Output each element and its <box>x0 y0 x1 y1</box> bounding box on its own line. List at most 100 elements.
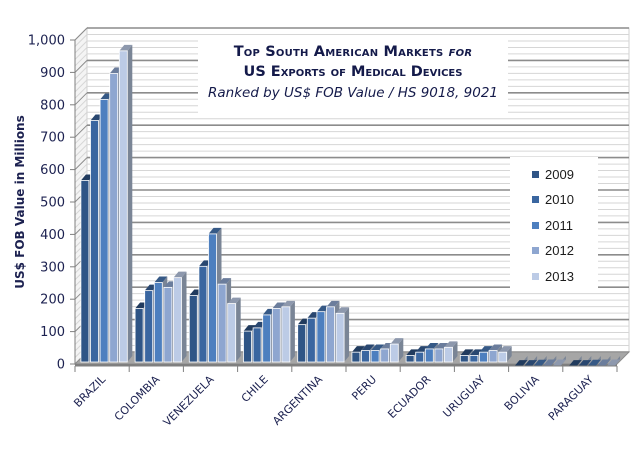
bar-front <box>498 351 508 363</box>
bar-top <box>281 300 295 307</box>
bar-cluster-uruguay <box>459 344 512 363</box>
bar <box>227 297 241 363</box>
bar <box>498 346 512 363</box>
bar-cluster-ecuador <box>405 341 458 363</box>
bar-top <box>218 278 232 285</box>
side-gridline <box>74 79 88 93</box>
bar-front <box>306 317 316 363</box>
bars <box>80 44 621 367</box>
chart-title-line2: US Exports of Medical Devices <box>243 64 463 80</box>
bar <box>607 356 621 366</box>
bar-front <box>316 311 326 363</box>
side-gridline <box>74 73 88 86</box>
legend: 2009 2010 2011 2012 2013 <box>510 157 598 289</box>
bar <box>568 356 582 367</box>
side-gridline <box>74 163 88 177</box>
bar-side <box>181 271 187 362</box>
side-gridline <box>74 124 88 138</box>
bar-top <box>208 227 222 234</box>
bar-front <box>415 351 425 363</box>
bar-cluster-argentina <box>297 300 350 363</box>
bar-front <box>252 327 262 363</box>
x-tick-label: ARGENTINA <box>270 373 325 428</box>
legend-item: 2009 <box>532 165 574 183</box>
side-gridline <box>74 92 88 106</box>
bar-side <box>506 346 512 362</box>
y-tick-label: 800 <box>40 98 65 113</box>
legend-item: 2013 <box>532 267 574 285</box>
bar <box>524 356 538 367</box>
bar-front <box>424 348 434 363</box>
legend-swatch <box>532 247 539 254</box>
x-tick-label: VENEZUELA <box>161 373 217 429</box>
y-tick-label: 700 <box>40 131 65 146</box>
x-tick-label: CHILE <box>239 373 271 405</box>
bar-cluster-paraguay <box>568 356 621 367</box>
bar-top <box>336 307 350 314</box>
legend-label: 2011 <box>545 217 573 233</box>
bar-front <box>109 73 119 363</box>
bar-top <box>351 346 365 353</box>
legend-label: 2009 <box>545 166 574 182</box>
side-gridline <box>74 118 88 132</box>
side-gridline <box>74 111 88 125</box>
side-gridline <box>74 66 88 80</box>
bar-top <box>498 346 512 353</box>
bar-cluster-chile <box>243 300 295 363</box>
bar-front <box>281 306 291 363</box>
bar-cluster-brazil <box>80 44 133 363</box>
bar-front <box>262 314 272 363</box>
floor-edge <box>75 364 617 366</box>
bar-front <box>380 348 390 363</box>
x-tick-label: BRAZIL <box>71 372 109 410</box>
bar-front <box>173 277 182 363</box>
bar <box>597 356 611 366</box>
bar-top <box>406 349 420 356</box>
y-tick-label: 1,000 <box>28 34 65 49</box>
bar <box>587 356 601 366</box>
x-tick-label: URUGUAY <box>440 373 487 420</box>
bar-front <box>217 283 227 363</box>
bar-front <box>227 303 237 363</box>
bar-top <box>415 346 429 353</box>
bar-front <box>297 324 307 363</box>
bar-top <box>607 359 621 366</box>
x-tick-label: COLOMBIA <box>112 373 163 424</box>
bar-top <box>479 346 493 353</box>
bar <box>281 300 295 363</box>
x-tick-label: ECUADOR <box>385 373 433 421</box>
bar <box>335 307 350 363</box>
side-gridline <box>74 150 88 164</box>
chart-title-box: Top South American Markets for US Export… <box>198 38 508 116</box>
chart-subtitle: Ranked by US$ FOB Value / HS 9018, 9021 <box>207 85 498 101</box>
bar-top <box>524 360 538 367</box>
bar-front <box>444 346 453 363</box>
bar-front <box>80 180 90 363</box>
bar-top <box>326 300 340 307</box>
y-tick-label: 600 <box>40 163 65 178</box>
bar-top <box>460 349 474 356</box>
bar-top <box>272 302 286 309</box>
chart-title-line1: Top South American Markets for <box>233 44 473 60</box>
bar-front <box>243 330 252 363</box>
side-gridline <box>74 47 88 60</box>
bar-top <box>434 342 448 349</box>
side-gridline <box>74 144 88 157</box>
bar <box>533 356 547 366</box>
bar-front <box>389 343 399 363</box>
bar-top <box>514 360 528 367</box>
legend-swatch <box>532 272 539 280</box>
bar <box>514 356 528 367</box>
bar-cluster-colombia <box>134 271 187 363</box>
side-gridline <box>74 157 88 170</box>
side-gridline <box>74 60 88 73</box>
bar <box>173 271 187 363</box>
bar-front <box>271 308 281 363</box>
bar-front <box>188 295 198 363</box>
side-gridline <box>74 27 88 41</box>
bar-cluster-bolivia <box>514 356 566 367</box>
bar-front <box>144 290 154 363</box>
bar-side <box>344 307 350 362</box>
chart-title-italic-word: for <box>448 44 473 60</box>
